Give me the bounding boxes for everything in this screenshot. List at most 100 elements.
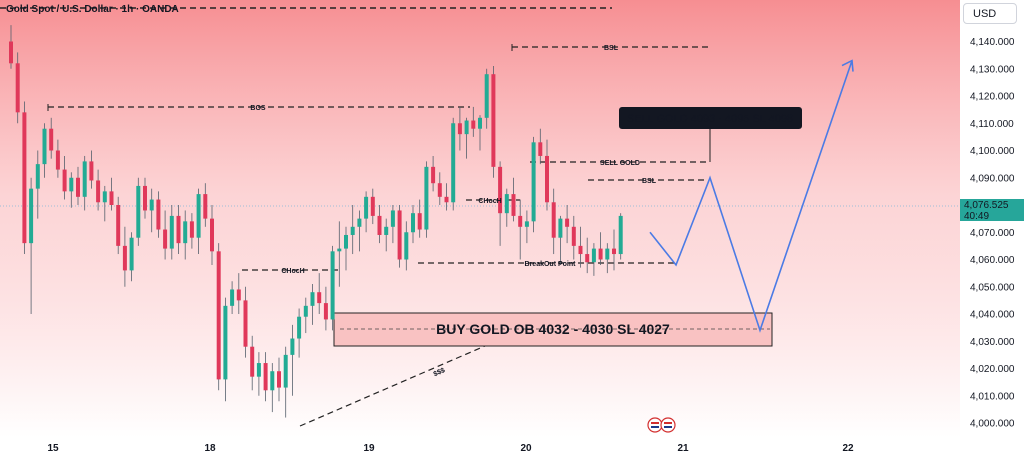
sell-callout-text: SELL GOLD 4093 - 4095 SL 4098: [627, 113, 793, 125]
us-flag-icon: [647, 417, 663, 433]
choch-label-lower: CHocH: [281, 268, 304, 275]
candle-body: [417, 213, 422, 230]
candle-body: [357, 218, 362, 227]
x-tick-label: 22: [842, 443, 854, 454]
candle-body: [116, 205, 121, 246]
candle-body: [290, 338, 295, 355]
candle-body: [370, 196, 375, 216]
price-axis-background: [960, 0, 1024, 457]
candle-body: [203, 194, 208, 219]
candle-body: [189, 221, 194, 238]
candle-body: [35, 164, 40, 189]
y-axis-labels: 4,000.000 4,010.000 4,020.000 4,030.000 4,04…: [970, 37, 1015, 430]
candle-body: [210, 218, 214, 252]
bos-label: BOS: [250, 105, 266, 112]
candle-body: [531, 142, 536, 222]
buy-zone-box: [333, 312, 773, 347]
candle-body: [223, 305, 228, 380]
candle-body: [250, 346, 255, 377]
candle-body: [62, 169, 67, 192]
candle-body: [404, 232, 409, 260]
plot-background: [0, 0, 960, 437]
candle-body: [55, 150, 60, 170]
candle-body: [605, 248, 610, 260]
candle-body: [323, 303, 328, 320]
annotations: BOS BSL SELL GOLD BSL CHocH CHocH BreakOut Poi…: [250, 45, 802, 378]
candle-body: [457, 123, 462, 135]
candle-body: [578, 245, 583, 255]
candle-body: [337, 248, 342, 252]
candle-body: [102, 191, 107, 203]
x-tick-label: 21: [677, 443, 689, 454]
y-tick-label: 4,010.000: [970, 391, 1015, 402]
candle-body: [390, 210, 395, 227]
x-tick-label: 15: [47, 443, 59, 454]
candle-body: [364, 196, 369, 219]
candle-body: [411, 213, 415, 233]
candle-body: [89, 161, 94, 181]
currency-button[interactable]: USD: [963, 3, 1017, 24]
candle-body: [504, 194, 509, 214]
projection-path: [649, 59, 854, 333]
buy-zone: [333, 312, 773, 347]
us-flag-stripe: [664, 426, 672, 428]
candles: [9, 25, 623, 418]
sell-gold-label: SELL GOLD: [600, 160, 640, 167]
candle-body: [397, 210, 402, 260]
x-axis-labels: 15 18 19 20 21 22: [47, 443, 854, 454]
candle-body: [176, 215, 181, 244]
candle-body: [491, 74, 496, 167]
event-flags[interactable]: [647, 417, 676, 433]
candle-body: [551, 202, 556, 238]
candle-body: [444, 196, 449, 203]
candle-body: [330, 251, 335, 320]
candle-body: [618, 215, 623, 255]
candle-body: [565, 218, 570, 227]
price-tag-value: 4,076.525: [964, 200, 1009, 211]
y-tick-label: 4,070.000: [970, 228, 1015, 239]
candle-body: [263, 363, 268, 391]
symbol-title: Gold Spot / U.S. Dollar · 1h · OANDA: [6, 4, 179, 15]
candle-body: [149, 199, 154, 211]
candle-body: [511, 194, 516, 216]
candle-body: [283, 354, 288, 388]
candle-body: [109, 191, 114, 205]
bsl-label: BSL: [604, 45, 619, 52]
us-flag-stripe: [651, 422, 659, 424]
candle-body: [612, 248, 616, 255]
candle-body: [424, 166, 429, 230]
candle-body: [310, 292, 315, 306]
sell-callout-box: [619, 107, 802, 129]
projection-arrowhead: [841, 59, 854, 72]
y-tick-label: 4,060.000: [970, 255, 1015, 266]
candle-body: [518, 215, 523, 227]
us-flag-stripe: [651, 426, 659, 428]
x-tick-label: 19: [363, 443, 375, 454]
candle-body: [585, 254, 590, 263]
candle-body: [15, 63, 20, 113]
candle-body: [377, 215, 382, 235]
candle-body: [451, 123, 456, 203]
projection-line: [649, 60, 853, 333]
choch-label-upper: CHocH: [478, 198, 501, 205]
candle-body: [270, 371, 275, 391]
y-tick-label: 4,110.000: [970, 119, 1014, 130]
bsl-label-2: BSL: [642, 178, 657, 185]
candle-body: [545, 155, 549, 203]
candle-body: [76, 177, 80, 197]
us-flag-icon: [660, 417, 676, 433]
candle-body: [143, 185, 147, 211]
y-tick-label: 4,100.000: [970, 146, 1015, 157]
candle-body: [216, 251, 221, 380]
candle-body: [437, 183, 442, 197]
candle-body: [384, 226, 389, 235]
candle-body: [350, 226, 355, 235]
y-tick-label: 4,130.000: [970, 64, 1015, 75]
candle-body: [69, 177, 74, 192]
candle-body: [431, 166, 436, 184]
candle-body: [598, 248, 603, 260]
candle-body: [317, 292, 322, 304]
candle-body: [82, 161, 87, 197]
